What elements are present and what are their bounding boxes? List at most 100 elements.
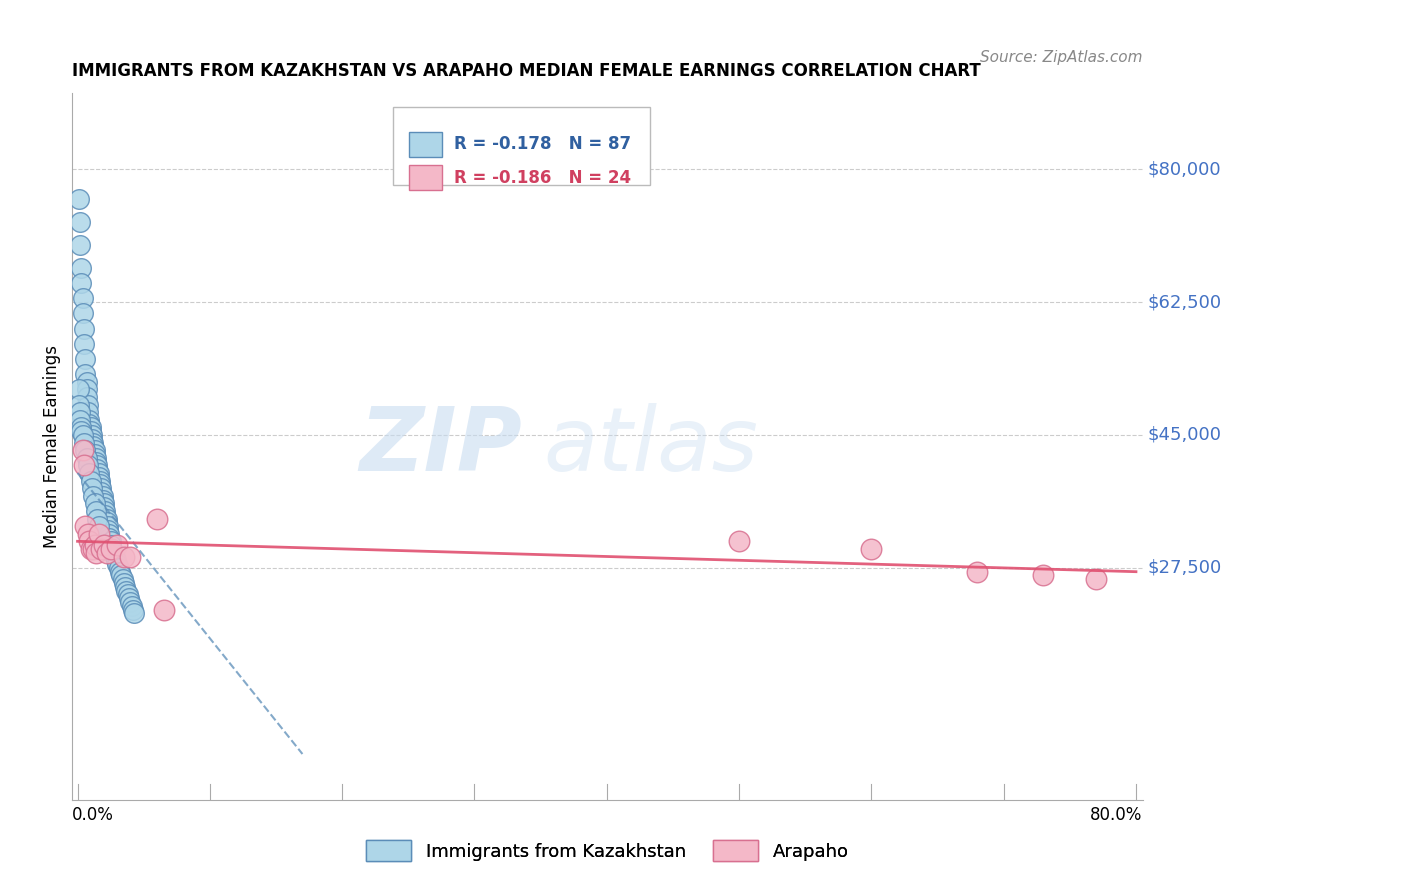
Point: [73, 321, 96, 335]
Point: [104, 553, 127, 567]
Point: [84, 454, 107, 468]
Point: [82, 435, 104, 450]
Point: [70, 260, 93, 275]
Point: [103, 549, 125, 564]
Text: R = -0.186   N = 24: R = -0.186 N = 24: [454, 169, 631, 186]
Point: [111, 572, 134, 586]
Point: [103, 546, 125, 560]
Point: [84, 546, 107, 560]
Point: [93, 500, 115, 515]
Point: [80, 432, 103, 446]
Point: [93, 496, 115, 510]
Point: [108, 565, 131, 579]
Point: [97, 519, 120, 533]
Text: IMMIGRANTS FROM KAZAKHSTAN VS ARAPAHO MEDIAN FEMALE EARNINGS CORRELATION CHART: IMMIGRANTS FROM KAZAKHSTAN VS ARAPAHO ME…: [72, 62, 981, 80]
Point: [118, 591, 141, 606]
Bar: [409, 132, 441, 157]
Point: [75, 519, 97, 533]
Point: [115, 583, 138, 598]
Point: [70, 276, 93, 290]
Point: [83, 496, 105, 510]
Point: [67, 383, 90, 397]
Point: [79, 466, 101, 480]
Point: [80, 424, 103, 438]
Point: [76, 375, 98, 389]
Point: [75, 443, 97, 458]
Point: [87, 519, 110, 533]
Point: [91, 489, 114, 503]
Legend: Immigrants from Kazakhstan, Arapaho: Immigrants from Kazakhstan, Arapaho: [359, 833, 856, 868]
Point: [97, 523, 120, 537]
Point: [860, 541, 883, 556]
Point: [69, 215, 91, 229]
Point: [96, 516, 118, 530]
Point: [152, 602, 174, 616]
Point: [96, 546, 118, 560]
Point: [107, 561, 129, 575]
Point: [122, 602, 145, 616]
Point: [120, 595, 142, 609]
Point: [89, 474, 111, 488]
Point: [76, 450, 98, 465]
Point: [105, 557, 128, 571]
Point: [110, 568, 132, 582]
Point: [98, 526, 121, 541]
Point: [100, 538, 122, 552]
Point: [79, 413, 101, 427]
Point: [98, 531, 121, 545]
Point: [77, 458, 100, 473]
Point: [76, 390, 98, 404]
Point: [80, 481, 103, 495]
Text: atlas: atlas: [543, 403, 758, 490]
Point: [80, 474, 103, 488]
Point: [72, 443, 94, 458]
Point: [72, 306, 94, 320]
Point: [69, 413, 91, 427]
Point: [75, 351, 97, 366]
Text: 0.0%: 0.0%: [72, 805, 114, 823]
Point: [124, 607, 146, 621]
Point: [112, 549, 135, 564]
Point: [89, 477, 111, 491]
Point: [67, 398, 90, 412]
Point: [90, 541, 112, 556]
Point: [105, 538, 128, 552]
Point: [100, 534, 122, 549]
Point: [86, 458, 108, 473]
Point: [101, 541, 124, 556]
Point: [84, 504, 107, 518]
Point: [82, 439, 104, 453]
Point: [73, 435, 96, 450]
Point: [83, 447, 105, 461]
Point: [77, 526, 100, 541]
Bar: [409, 165, 441, 190]
Point: [84, 450, 107, 465]
Text: ZIP: ZIP: [359, 403, 522, 490]
Point: [70, 420, 93, 434]
Point: [70, 424, 93, 438]
Point: [86, 511, 108, 525]
Point: [86, 462, 108, 476]
Point: [77, 398, 100, 412]
Point: [76, 383, 98, 397]
Point: [79, 417, 101, 431]
Point: [121, 599, 143, 613]
Y-axis label: Median Female Earnings: Median Female Earnings: [44, 345, 60, 548]
Point: [82, 489, 104, 503]
Point: [73, 458, 96, 473]
Text: R = -0.178   N = 87: R = -0.178 N = 87: [454, 136, 631, 153]
Text: Source: ZipAtlas.com: Source: ZipAtlas.com: [980, 50, 1143, 65]
Point: [1032, 568, 1054, 582]
Text: $27,500: $27,500: [1147, 559, 1222, 577]
Point: [73, 336, 96, 351]
Text: $80,000: $80,000: [1147, 160, 1222, 178]
Point: [1085, 572, 1108, 586]
Point: [67, 193, 90, 207]
Point: [80, 541, 103, 556]
Text: 80.0%: 80.0%: [1090, 805, 1143, 823]
Point: [83, 538, 105, 552]
FancyBboxPatch shape: [394, 107, 650, 185]
Point: [93, 538, 115, 552]
Point: [87, 469, 110, 483]
Point: [69, 238, 91, 252]
